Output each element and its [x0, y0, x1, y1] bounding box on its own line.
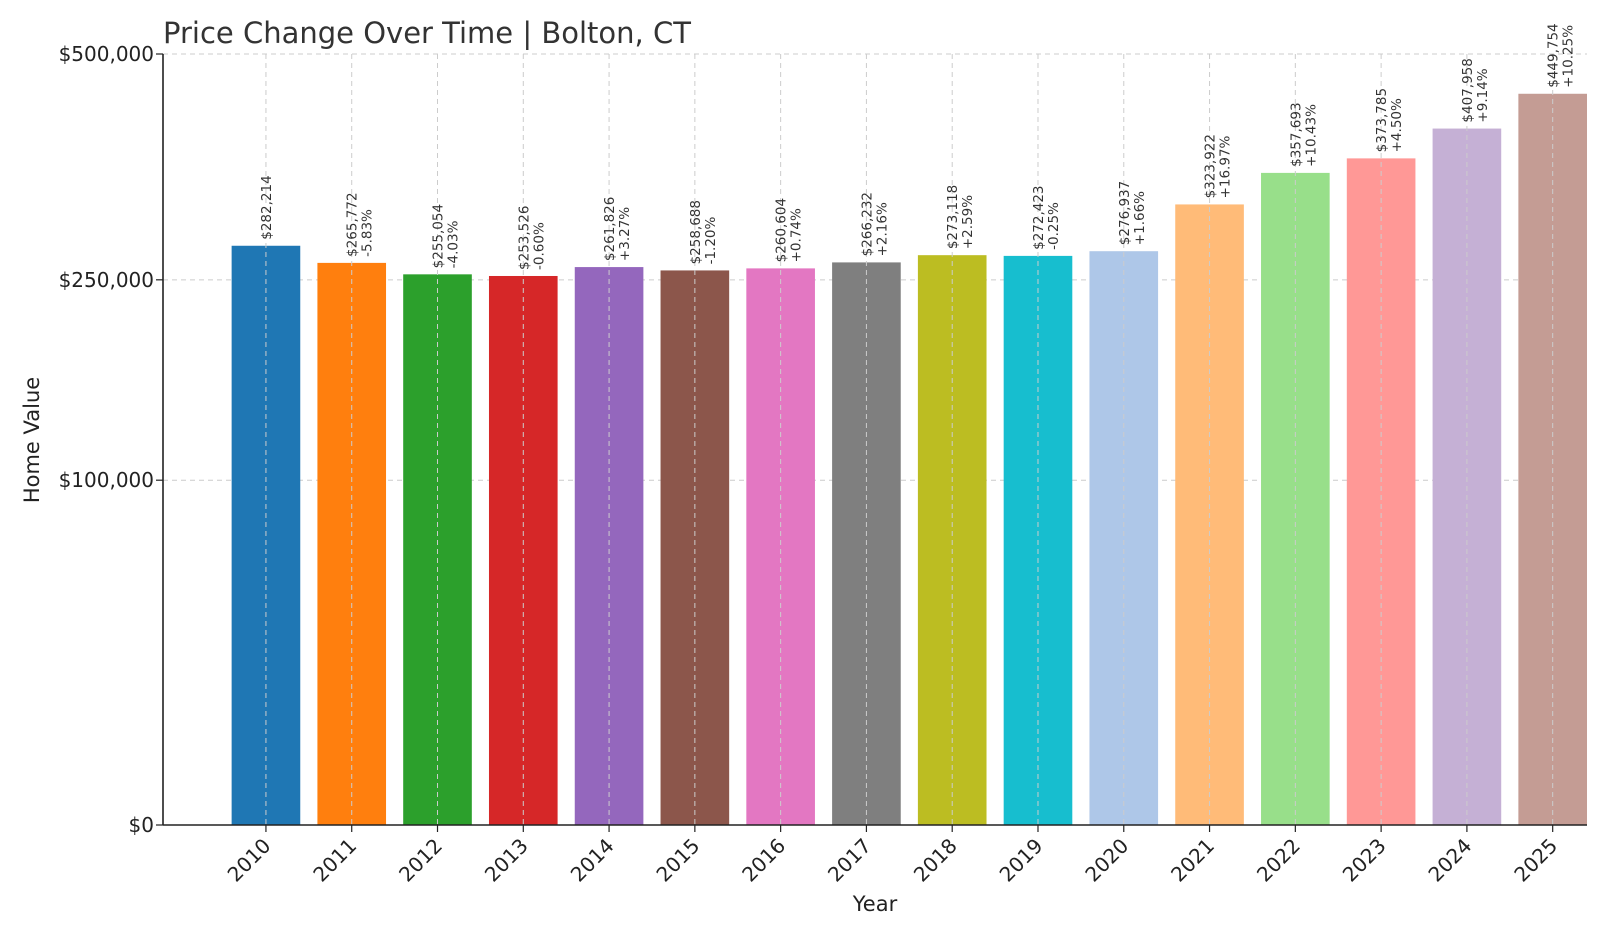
change-label-2018: +2.59%	[960, 195, 976, 249]
x-tick-label: 2012	[394, 834, 447, 887]
x-tick-label: 2025	[1509, 834, 1562, 887]
y-tick-label: $250,000	[59, 268, 154, 292]
bars	[231, 93, 1587, 826]
x-tick-label: 2018	[909, 834, 962, 887]
value-label-2022: $357,693	[1288, 102, 1304, 166]
value-label-2018: $273,118	[945, 185, 961, 249]
axes	[162, 54, 1587, 826]
y-tick-label: $100,000	[59, 468, 154, 492]
change-label-2016: +0.74%	[789, 208, 805, 262]
value-label-2013: $253,526	[516, 206, 532, 270]
bar-2023	[1346, 158, 1416, 826]
value-label-2014: $261,826	[602, 197, 618, 261]
y-tick-label: $500,000	[59, 42, 154, 66]
value-label-2016: $260,604	[774, 198, 790, 262]
value-label-2019: $272,423	[1031, 185, 1047, 249]
change-label-2017: +2.16%	[874, 202, 890, 256]
x-tick-label: 2023	[1338, 834, 1391, 887]
x-axis-label: Year	[852, 892, 898, 916]
value-label-2025: $449,754	[1546, 23, 1562, 87]
x-tick-label: 2024	[1423, 834, 1476, 887]
value-label-2011: $265,772	[345, 192, 361, 256]
change-label-2023: +4.50%	[1389, 98, 1405, 152]
change-label-2024: +9.14%	[1475, 68, 1491, 122]
value-label-2021: $323,922	[1203, 134, 1219, 198]
change-label-2022: +10.43%	[1303, 104, 1319, 167]
value-label-2012: $255,054	[431, 204, 447, 268]
x-tick-label: 2016	[737, 834, 790, 887]
x-tick-label: 2013	[480, 834, 533, 887]
y-tick-label: $0	[129, 813, 154, 837]
change-label-2021: +16.97%	[1218, 135, 1234, 198]
x-tick-label: 2022	[1252, 834, 1305, 887]
x-ticks: 2010 2011 2012 2013 2014 2015 2016 2017 2018 2019…	[223, 825, 1562, 887]
value-label-2020: $276,937	[1117, 181, 1133, 245]
change-label-2012: -4.03%	[446, 220, 462, 268]
change-label-2011: -5.83%	[360, 209, 376, 257]
x-tick-label: 2020	[1080, 834, 1133, 887]
x-tick-label: 2014	[566, 834, 619, 887]
y-ticks: $0 $100,000 $250,000 $500,000	[59, 42, 163, 837]
change-label-2015: -1.20%	[703, 216, 719, 264]
value-label-2010: $282,214	[259, 175, 275, 239]
vertical-grid-lines	[265, 54, 1554, 825]
x-tick-label: 2011	[308, 834, 361, 887]
change-label-2013: -0.60%	[531, 222, 547, 270]
change-label-2014: +3.27%	[617, 207, 633, 261]
x-tick-label: 2015	[651, 834, 704, 887]
value-label-2024: $407,958	[1460, 58, 1476, 122]
data-labels: $282,214 $265,772 -5.83% $255,054 -4.03% $253…	[259, 23, 1577, 270]
value-label-2015: $258,688	[688, 200, 704, 264]
chart-title: Price Change Over Time | Bolton, CT	[163, 16, 691, 50]
change-label-2020: +1.66%	[1132, 191, 1148, 245]
value-label-2023: $373,785	[1374, 88, 1390, 152]
x-tick-label: 2019	[995, 834, 1048, 887]
x-tick-label: 2017	[823, 834, 876, 887]
change-label-2025: +10.25%	[1561, 25, 1577, 88]
x-tick-label: 2010	[223, 834, 276, 887]
y-axis-label: Home Value	[20, 377, 44, 503]
x-tick-label: 2021	[1166, 834, 1219, 887]
change-label-2019: -0.25%	[1046, 202, 1062, 250]
value-label-2017: $266,232	[859, 192, 875, 256]
